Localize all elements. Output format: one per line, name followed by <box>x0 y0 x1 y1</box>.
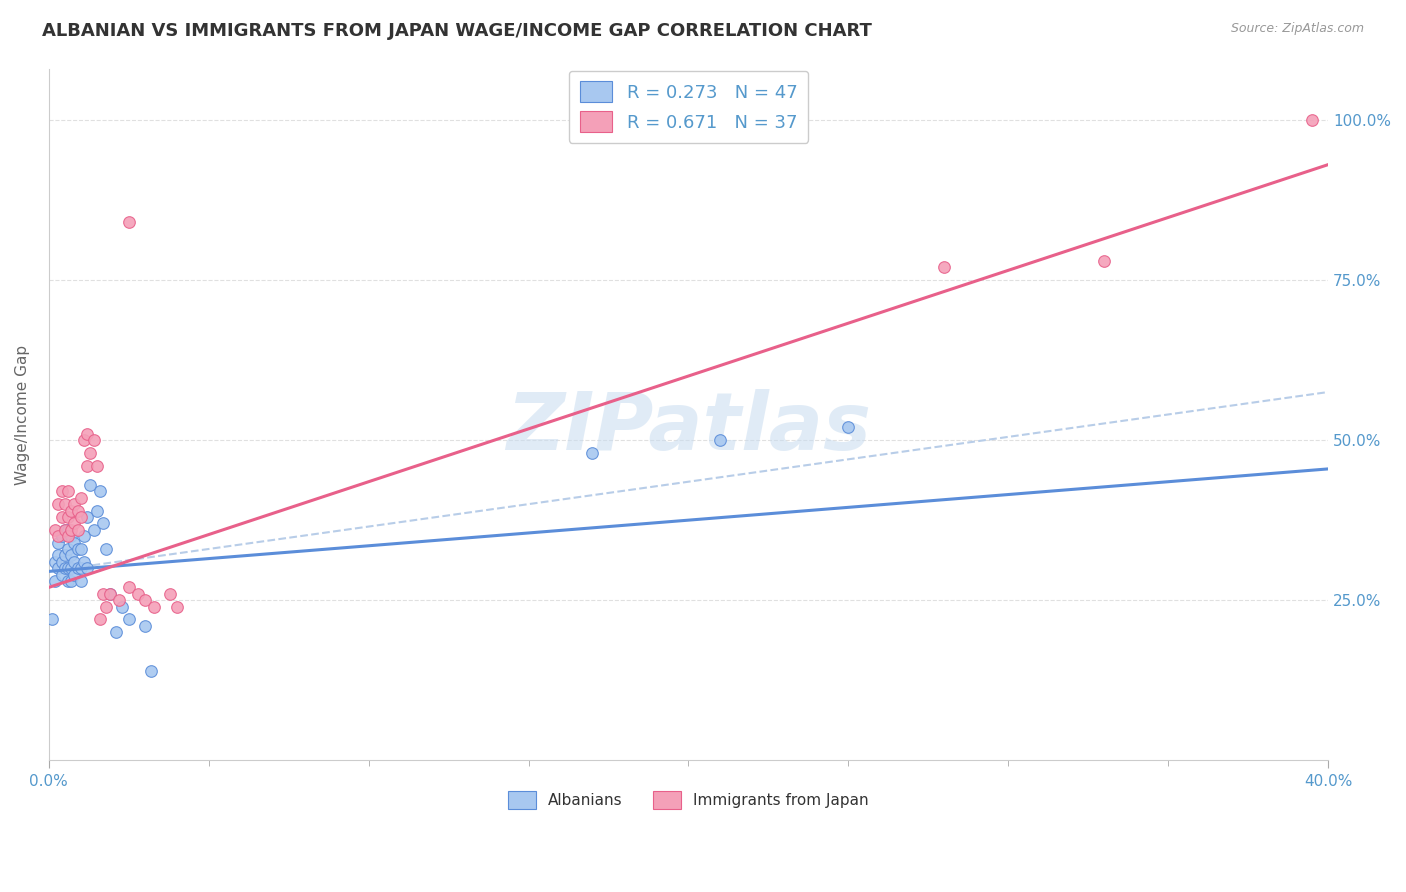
Point <box>69 574 91 588</box>
Point <box>73 529 96 543</box>
Point <box>91 516 114 531</box>
Point <box>46 549 69 563</box>
Point <box>56 529 79 543</box>
Point <box>69 541 91 556</box>
Point <box>98 587 121 601</box>
Point <box>1092 253 1115 268</box>
Point <box>581 446 603 460</box>
Point <box>41 612 63 626</box>
Point <box>143 599 166 614</box>
Point <box>111 599 134 614</box>
Point <box>89 484 111 499</box>
Point <box>69 491 91 505</box>
Point <box>76 458 98 473</box>
Point <box>83 523 105 537</box>
Point <box>63 535 86 549</box>
Point <box>60 503 83 517</box>
Point <box>51 529 73 543</box>
Point <box>60 561 83 575</box>
Text: ALBANIAN VS IMMIGRANTS FROM JAPAN WAGE/INCOME GAP CORRELATION CHART: ALBANIAN VS IMMIGRANTS FROM JAPAN WAGE/I… <box>42 22 872 40</box>
Point <box>53 523 76 537</box>
Point <box>76 426 98 441</box>
Point <box>91 587 114 601</box>
Point <box>76 510 98 524</box>
Point <box>51 555 73 569</box>
Point <box>44 523 66 537</box>
Point <box>46 529 69 543</box>
Point <box>89 612 111 626</box>
Point <box>51 510 73 524</box>
Point <box>134 593 156 607</box>
Point <box>79 478 101 492</box>
Point <box>118 612 141 626</box>
Point <box>44 574 66 588</box>
Point <box>69 561 91 575</box>
Point <box>166 599 188 614</box>
Point <box>1301 112 1323 127</box>
Point <box>46 561 69 575</box>
Point <box>56 523 79 537</box>
Point <box>46 535 69 549</box>
Point <box>66 503 89 517</box>
Point <box>63 516 86 531</box>
Point <box>73 433 96 447</box>
Point <box>63 497 86 511</box>
Point <box>69 510 91 524</box>
Point <box>66 561 89 575</box>
Point <box>934 260 956 274</box>
Point <box>53 497 76 511</box>
Point <box>66 523 89 537</box>
Point <box>96 599 118 614</box>
Point <box>56 561 79 575</box>
Point <box>837 420 859 434</box>
Point <box>60 574 83 588</box>
Point <box>56 541 79 556</box>
Point <box>66 541 89 556</box>
Point <box>159 587 181 601</box>
Point <box>44 555 66 569</box>
Point <box>79 446 101 460</box>
Y-axis label: Wage/Income Gap: Wage/Income Gap <box>15 344 30 484</box>
Point <box>127 587 149 601</box>
Legend: Albanians, Immigrants from Japan: Albanians, Immigrants from Japan <box>502 785 875 815</box>
Point <box>63 567 86 582</box>
Point <box>86 503 108 517</box>
Point <box>96 541 118 556</box>
Point <box>56 574 79 588</box>
Point <box>53 549 76 563</box>
Point <box>118 581 141 595</box>
Text: Source: ZipAtlas.com: Source: ZipAtlas.com <box>1230 22 1364 36</box>
Point <box>63 555 86 569</box>
Point <box>60 529 83 543</box>
Text: ZIPatlas: ZIPatlas <box>506 389 870 467</box>
Point <box>108 593 131 607</box>
Point <box>46 497 69 511</box>
Point <box>53 523 76 537</box>
Point <box>134 619 156 633</box>
Point <box>56 484 79 499</box>
Point <box>60 523 83 537</box>
Point <box>83 433 105 447</box>
Point <box>98 587 121 601</box>
Point <box>76 561 98 575</box>
Point <box>53 561 76 575</box>
Point <box>51 484 73 499</box>
Point <box>51 567 73 582</box>
Point <box>86 458 108 473</box>
Point <box>104 625 127 640</box>
Point <box>118 215 141 229</box>
Point <box>709 433 731 447</box>
Point <box>56 510 79 524</box>
Point <box>139 664 162 678</box>
Point <box>60 549 83 563</box>
Point <box>73 555 96 569</box>
